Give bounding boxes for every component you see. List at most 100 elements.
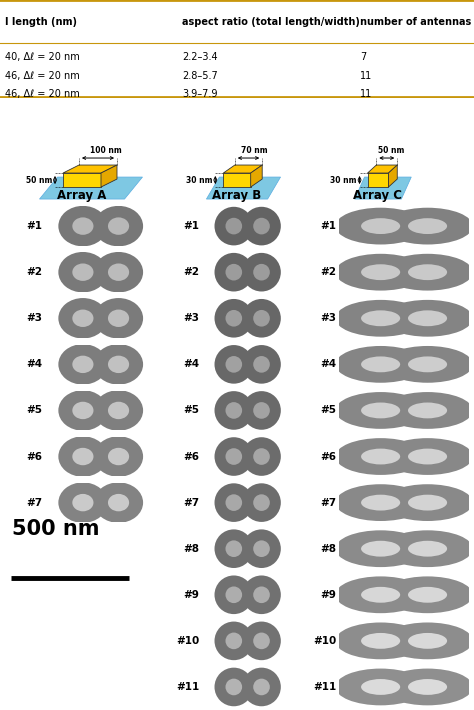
Ellipse shape <box>226 633 242 649</box>
Ellipse shape <box>70 446 96 467</box>
Ellipse shape <box>251 539 272 559</box>
Ellipse shape <box>404 447 451 466</box>
Ellipse shape <box>99 440 138 473</box>
Ellipse shape <box>348 305 413 332</box>
Ellipse shape <box>361 633 400 649</box>
Ellipse shape <box>94 298 143 339</box>
Ellipse shape <box>108 356 129 373</box>
Ellipse shape <box>218 533 249 564</box>
Ellipse shape <box>58 252 108 293</box>
Text: 50 nm: 50 nm <box>378 146 404 155</box>
Ellipse shape <box>222 583 246 607</box>
Text: 11: 11 <box>360 71 373 81</box>
Ellipse shape <box>248 212 275 240</box>
Ellipse shape <box>408 264 447 280</box>
Ellipse shape <box>395 674 460 700</box>
Text: Array C: Array C <box>354 189 402 202</box>
Ellipse shape <box>335 669 426 705</box>
Ellipse shape <box>391 534 465 564</box>
Ellipse shape <box>357 677 404 697</box>
Ellipse shape <box>63 394 103 427</box>
Ellipse shape <box>253 310 270 327</box>
Ellipse shape <box>226 310 242 327</box>
Ellipse shape <box>353 675 409 699</box>
Ellipse shape <box>220 488 247 516</box>
Ellipse shape <box>339 578 422 611</box>
Ellipse shape <box>339 394 422 427</box>
Ellipse shape <box>58 482 108 523</box>
Ellipse shape <box>58 391 108 431</box>
Ellipse shape <box>408 218 447 234</box>
Text: 7: 7 <box>360 52 366 62</box>
Text: 46, Δℓ = 20 nm: 46, Δℓ = 20 nm <box>5 71 80 81</box>
Ellipse shape <box>335 300 426 337</box>
Ellipse shape <box>348 443 413 470</box>
Ellipse shape <box>400 491 456 514</box>
Ellipse shape <box>248 443 275 470</box>
Text: 2.8–5.7: 2.8–5.7 <box>182 71 218 81</box>
Ellipse shape <box>220 443 247 470</box>
Ellipse shape <box>335 392 426 429</box>
Ellipse shape <box>361 495 400 510</box>
Ellipse shape <box>242 207 281 246</box>
Ellipse shape <box>249 444 273 469</box>
Ellipse shape <box>348 398 413 424</box>
Ellipse shape <box>386 440 469 473</box>
Ellipse shape <box>68 260 98 285</box>
Text: 50 nm: 50 nm <box>26 175 52 185</box>
Ellipse shape <box>73 448 93 465</box>
Ellipse shape <box>391 488 465 518</box>
Ellipse shape <box>220 305 247 332</box>
Ellipse shape <box>386 394 469 427</box>
Ellipse shape <box>216 301 251 336</box>
Ellipse shape <box>215 345 253 383</box>
Ellipse shape <box>244 670 279 704</box>
Ellipse shape <box>226 540 242 557</box>
Ellipse shape <box>391 349 465 379</box>
Ellipse shape <box>70 400 96 421</box>
Ellipse shape <box>335 208 426 244</box>
Ellipse shape <box>101 488 136 517</box>
Ellipse shape <box>400 214 456 238</box>
Ellipse shape <box>248 397 275 425</box>
Ellipse shape <box>244 439 279 474</box>
Ellipse shape <box>244 577 279 612</box>
Ellipse shape <box>357 217 404 236</box>
Ellipse shape <box>63 486 103 519</box>
Ellipse shape <box>73 263 93 281</box>
Polygon shape <box>367 165 397 173</box>
Text: 46, Δℓ = 20 nm: 46, Δℓ = 20 nm <box>5 89 80 99</box>
Text: #3: #3 <box>27 313 43 323</box>
Ellipse shape <box>222 260 246 284</box>
Ellipse shape <box>108 263 129 281</box>
Ellipse shape <box>246 672 277 703</box>
Ellipse shape <box>94 252 143 293</box>
Ellipse shape <box>103 398 134 423</box>
Ellipse shape <box>339 532 422 565</box>
Ellipse shape <box>391 257 465 287</box>
Ellipse shape <box>106 307 131 329</box>
Ellipse shape <box>251 493 272 513</box>
Ellipse shape <box>61 208 105 244</box>
Ellipse shape <box>103 444 134 469</box>
Ellipse shape <box>253 448 270 465</box>
Ellipse shape <box>222 675 246 699</box>
Ellipse shape <box>242 391 281 430</box>
Ellipse shape <box>215 299 253 337</box>
Ellipse shape <box>386 348 469 381</box>
Ellipse shape <box>361 403 400 418</box>
Ellipse shape <box>68 444 98 469</box>
Ellipse shape <box>226 448 242 465</box>
Ellipse shape <box>404 677 451 697</box>
Ellipse shape <box>348 535 413 562</box>
Ellipse shape <box>224 677 244 697</box>
Ellipse shape <box>61 484 105 521</box>
Ellipse shape <box>65 442 100 471</box>
Ellipse shape <box>357 631 404 650</box>
Ellipse shape <box>244 301 279 336</box>
Ellipse shape <box>357 263 404 282</box>
Ellipse shape <box>242 299 281 337</box>
Ellipse shape <box>101 258 136 287</box>
Ellipse shape <box>224 630 244 651</box>
Ellipse shape <box>63 256 103 288</box>
